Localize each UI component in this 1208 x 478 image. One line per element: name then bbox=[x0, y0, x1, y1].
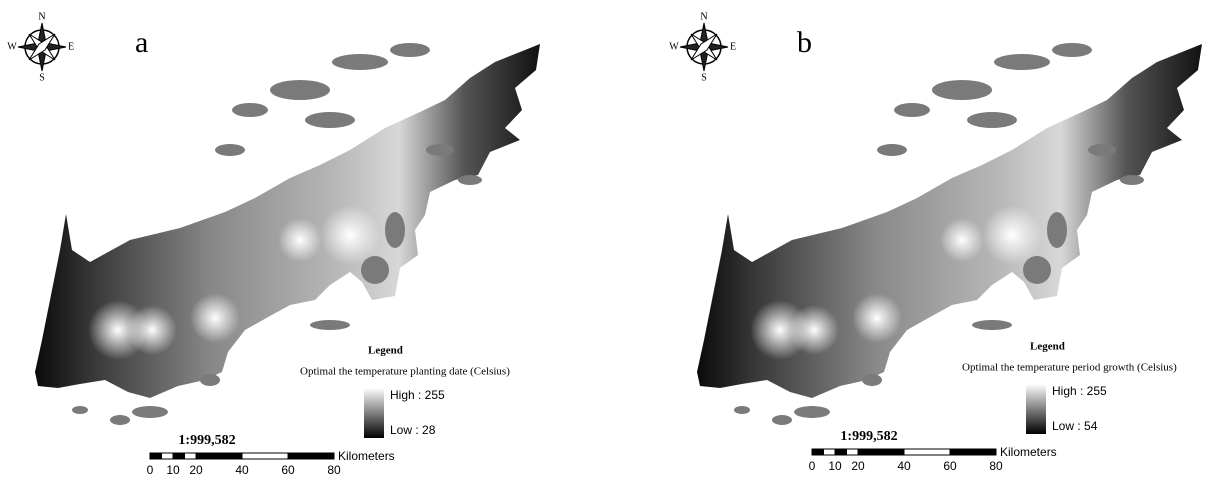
island bbox=[310, 320, 350, 330]
panel-label: a bbox=[135, 26, 148, 59]
compass-n: N bbox=[38, 11, 45, 22]
island bbox=[967, 112, 1017, 128]
compass-w: W bbox=[7, 41, 17, 52]
island bbox=[734, 406, 750, 414]
island bbox=[1023, 256, 1051, 284]
scale-tick: 40 bbox=[897, 459, 911, 473]
island bbox=[972, 320, 1012, 330]
compass-e: E bbox=[730, 41, 736, 52]
compass-star-diag bbox=[28, 33, 56, 61]
scale-tick: 60 bbox=[281, 463, 295, 477]
legend-heading: Legend bbox=[1030, 341, 1065, 353]
island bbox=[1120, 175, 1144, 185]
scale-ratio: 1:999,582 bbox=[178, 433, 235, 448]
scale-segment bbox=[287, 452, 335, 460]
island bbox=[932, 80, 992, 100]
highlight bbox=[278, 218, 322, 262]
scale-unit: Kilometers bbox=[338, 449, 395, 463]
island bbox=[132, 406, 168, 418]
scale-tick: 40 bbox=[235, 463, 249, 477]
scale-unit: Kilometers bbox=[1000, 445, 1057, 459]
island bbox=[862, 374, 882, 386]
legend-title: Optimal the temperature planting date (C… bbox=[300, 366, 510, 378]
compass-s: S bbox=[701, 72, 707, 83]
compass-e: E bbox=[68, 41, 74, 52]
island bbox=[1047, 212, 1067, 248]
scale-tick: 80 bbox=[989, 459, 1003, 473]
scale-tick: 60 bbox=[943, 459, 957, 473]
highlight bbox=[320, 205, 380, 265]
panel-label: b bbox=[797, 26, 812, 59]
legend-ramp bbox=[364, 388, 384, 438]
island bbox=[458, 175, 482, 185]
scale-tick: 20 bbox=[851, 459, 865, 473]
scale-ratio: 1:999,582 bbox=[840, 429, 897, 444]
highlight bbox=[789, 305, 839, 355]
highlight bbox=[940, 218, 984, 262]
scale-tick: 80 bbox=[327, 463, 341, 477]
island bbox=[390, 43, 430, 57]
highlight bbox=[127, 305, 177, 355]
island bbox=[332, 54, 388, 70]
island bbox=[385, 212, 405, 248]
scale-segment bbox=[857, 448, 905, 456]
island bbox=[215, 144, 245, 156]
legend-high: High : 255 bbox=[390, 388, 445, 402]
scale-segment bbox=[834, 448, 847, 456]
compass-s: S bbox=[39, 72, 45, 83]
island bbox=[426, 144, 454, 156]
island bbox=[1052, 43, 1092, 57]
compass-n: N bbox=[700, 11, 707, 22]
island bbox=[72, 406, 88, 414]
scale-segment bbox=[195, 452, 243, 460]
scale-segment bbox=[241, 452, 289, 460]
legend-ramp bbox=[1026, 384, 1046, 434]
legend-title: Optimal the temperature period growth (C… bbox=[962, 362, 1177, 374]
island bbox=[110, 415, 130, 425]
scale-segment bbox=[172, 452, 185, 460]
compass-star-diag bbox=[690, 33, 718, 61]
highlight bbox=[982, 205, 1042, 265]
island bbox=[305, 112, 355, 128]
scale-segment bbox=[161, 452, 174, 460]
scale-tick: 20 bbox=[189, 463, 203, 477]
scale-tick: 10 bbox=[166, 463, 180, 477]
scale-segment bbox=[846, 448, 859, 456]
legend-low: Low : 28 bbox=[390, 423, 436, 437]
highlight bbox=[852, 293, 902, 343]
legend-low: Low : 54 bbox=[1052, 419, 1098, 433]
island bbox=[1088, 144, 1116, 156]
scale-tick: 0 bbox=[809, 459, 816, 473]
island bbox=[877, 144, 907, 156]
map-panel: N S E W a Legend Optimal the temperature plant… bbox=[7, 11, 540, 477]
island bbox=[232, 103, 268, 117]
island bbox=[361, 256, 389, 284]
island bbox=[794, 406, 830, 418]
island bbox=[200, 374, 220, 386]
island bbox=[994, 54, 1050, 70]
island bbox=[772, 415, 792, 425]
compass-w: W bbox=[669, 41, 679, 52]
legend-high: High : 255 bbox=[1052, 384, 1107, 398]
scale-segment bbox=[823, 448, 836, 456]
legend-heading: Legend bbox=[368, 345, 403, 357]
scale-tick: 10 bbox=[828, 459, 842, 473]
scale-segment bbox=[184, 452, 197, 460]
scale-segment bbox=[811, 448, 824, 456]
scale-tick: 0 bbox=[147, 463, 154, 477]
scale-segment bbox=[903, 448, 951, 456]
scale-segment bbox=[949, 448, 997, 456]
island bbox=[894, 103, 930, 117]
map-panel: N S E W b Legend Optimal the temperature perio… bbox=[669, 11, 1202, 473]
scale-segment bbox=[149, 452, 162, 460]
highlight bbox=[190, 293, 240, 343]
island bbox=[270, 80, 330, 100]
